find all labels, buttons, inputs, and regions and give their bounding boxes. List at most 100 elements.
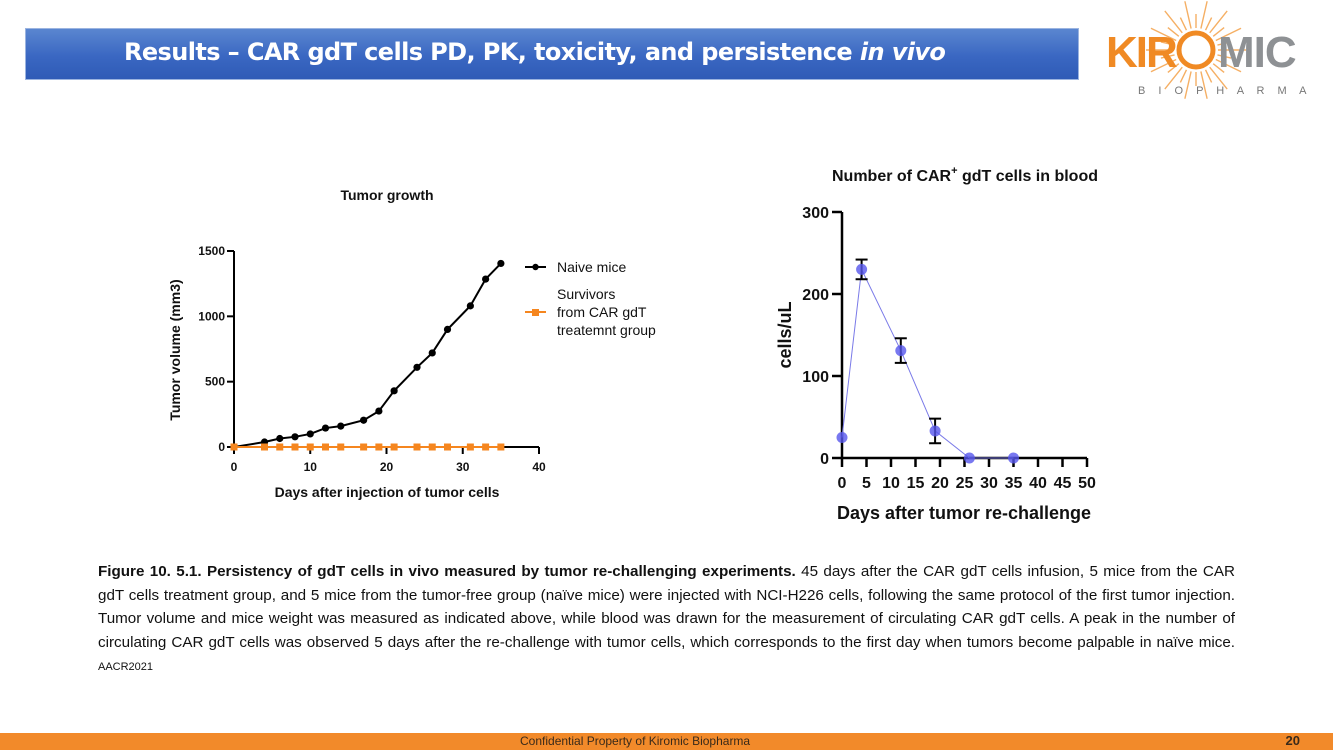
sun-ray xyxy=(1167,63,1180,73)
x-tick-label: 30 xyxy=(980,475,998,492)
sun-ray xyxy=(1215,27,1242,42)
data-point-survivors xyxy=(413,443,421,451)
data-point-survivors xyxy=(482,443,490,451)
data-point-survivors xyxy=(337,443,345,451)
y-axis-label: Tumor volume (mm3) xyxy=(167,279,183,420)
data-point xyxy=(895,345,907,357)
y-tick-label: 300 xyxy=(802,205,829,222)
chart-title-text: Number of CAR xyxy=(832,168,952,185)
caption-title: Figure 10. 5.1. Persistency of gdT cells… xyxy=(98,563,796,580)
x-tick-label: 35 xyxy=(1005,475,1023,492)
slide-title-italic: in vivo xyxy=(859,38,946,66)
data-point-naive-mice xyxy=(428,349,436,357)
legend-label-survivors: from CAR gdT xyxy=(557,304,647,320)
footer-bar: Confidential Property of Kiromic Biophar… xyxy=(0,733,1333,750)
chart-title-suffix: gdT cells in blood xyxy=(958,168,1098,185)
sun-ray xyxy=(1200,1,1208,29)
x-tick-label: 15 xyxy=(907,475,925,492)
page-number: 20 xyxy=(1285,733,1300,748)
data-point-survivors xyxy=(360,443,368,451)
chart-title: Number of CAR+ gdT cells in blood xyxy=(832,165,1098,185)
logo-tagline: B I O P H A R M A xyxy=(1138,85,1311,97)
data-point xyxy=(963,452,975,464)
data-point-survivors xyxy=(291,443,299,451)
y-tick-label: 500 xyxy=(205,375,225,389)
sun-ray xyxy=(1179,69,1188,83)
tumor-growth-chart: Tumor growth 0 500 1000 1500 0 10 20 30 40 Days af… xyxy=(167,187,656,500)
data-point-naive-mice xyxy=(306,430,314,438)
data-point-naive-mice xyxy=(337,422,345,430)
sun-ray xyxy=(1200,71,1208,99)
x-tick-label: 40 xyxy=(1029,475,1047,492)
data-point-survivors xyxy=(466,443,474,451)
x-tick-label: 10 xyxy=(882,475,900,492)
sun-ray xyxy=(1217,41,1232,46)
y-tick-label: 0 xyxy=(820,451,829,468)
x-tick-label: 0 xyxy=(231,460,238,474)
data-point-survivors xyxy=(390,443,398,451)
x-tick-label: 0 xyxy=(838,475,847,492)
data-point-survivors xyxy=(428,443,436,451)
slide-title: Results – CAR gdT cells PD, PK, toxicity… xyxy=(124,38,946,66)
sun-ray xyxy=(1204,17,1213,31)
sun-ray xyxy=(1217,54,1232,59)
x-axis-label: Days after injection of tumor cells xyxy=(275,484,500,500)
sun-ray xyxy=(1164,10,1183,34)
sun-ray xyxy=(1209,10,1228,34)
y-tick-label: 1500 xyxy=(198,244,225,258)
data-point-naive-mice xyxy=(291,433,299,441)
legend-marker-survivors xyxy=(532,309,539,316)
data-point xyxy=(836,432,848,443)
data-point-naive-mice xyxy=(482,275,490,283)
data-point-naive-mice xyxy=(497,259,505,268)
data-point xyxy=(856,263,868,275)
data-point-survivors xyxy=(444,443,451,451)
sun-ray xyxy=(1184,1,1192,29)
series-line-naive-mice xyxy=(233,262,502,448)
data-point-survivors xyxy=(497,443,505,451)
figure-caption: Figure 10. 5.1. Persistency of gdT cells… xyxy=(98,560,1235,680)
sun-ray xyxy=(1164,66,1183,90)
y-tick-label: 100 xyxy=(802,369,829,386)
sun-ray xyxy=(1212,63,1225,73)
data-point-survivors xyxy=(276,443,284,451)
y-tick-label: 200 xyxy=(802,287,829,304)
data-point-naive-mice xyxy=(413,363,421,371)
x-tick-label: 50 xyxy=(1078,475,1096,492)
sun-ray xyxy=(1160,41,1175,46)
data-point-survivors xyxy=(230,443,238,451)
data-point-survivors xyxy=(375,443,383,451)
data-point-naive-mice xyxy=(276,434,284,443)
legend-marker-naive-mice xyxy=(532,263,539,271)
data-point xyxy=(929,425,941,437)
x-tick-label: 20 xyxy=(380,460,394,474)
x-tick-label: 5 xyxy=(862,475,871,492)
data-point-naive-mice xyxy=(466,302,474,310)
x-tick-label: 30 xyxy=(456,460,470,474)
chart-legend: Naive mice Survivors from CAR gdT treatemnt… xyxy=(525,259,656,338)
y-tick-label: 1000 xyxy=(198,309,225,323)
logo-o-circle xyxy=(1176,30,1216,70)
kiromic-logo: KIR MIC B I O P H A R M A xyxy=(1106,1,1311,99)
y-tick-label: 0 xyxy=(218,440,225,454)
sun-ray xyxy=(1209,66,1228,90)
x-tick-label: 10 xyxy=(304,460,318,474)
sunburst-icon xyxy=(1146,1,1246,99)
caption-body: 45 days after the CAR gdT cells infusion… xyxy=(98,563,1235,651)
x-tick-label: 45 xyxy=(1054,475,1072,492)
data-point-naive-mice xyxy=(443,325,452,333)
data-point-naive-mice xyxy=(321,424,330,432)
data-point-survivors xyxy=(261,443,268,451)
caption-source: AACR2021 xyxy=(98,661,154,673)
sun-ray xyxy=(1212,27,1225,37)
sun-ray xyxy=(1150,27,1177,42)
data-point-naive-mice xyxy=(390,387,398,395)
data-point-naive-mice xyxy=(375,407,383,415)
sun-ray xyxy=(1160,54,1175,59)
series-line xyxy=(841,267,1014,459)
legend-label-survivors: treatemnt group xyxy=(557,322,656,338)
logo-wordmark-right: MIC xyxy=(1218,28,1296,77)
logo-wordmark-left: KIR xyxy=(1106,28,1177,77)
slide-title-main: Results – CAR gdT cells PD, PK, toxicity… xyxy=(124,38,860,66)
x-tick-label: 20 xyxy=(931,475,949,492)
